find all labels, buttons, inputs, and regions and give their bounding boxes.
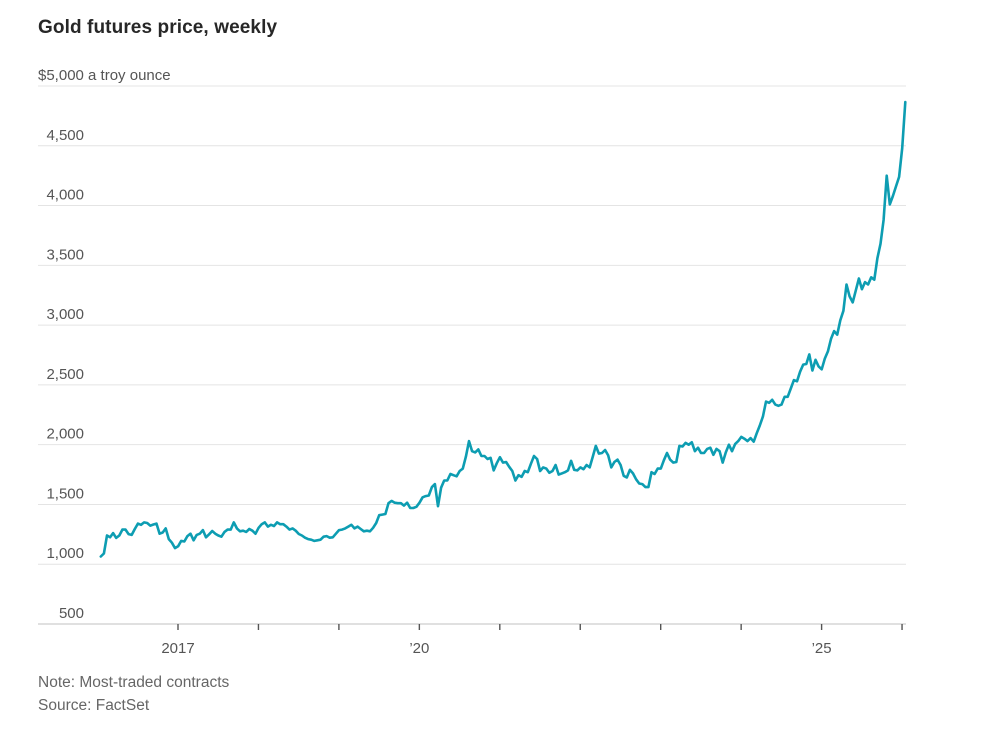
y-axis-label: 2,500 [46,366,84,383]
y-axis-label: 500 [59,605,84,622]
chart-title: Gold futures price, weekly [38,17,278,38]
y-axis-label: 4,000 [46,187,84,204]
y-axis-label: $5,000 a troy ounce [38,67,171,84]
y-axis-label: 4,500 [46,127,84,144]
gold-price-line [99,100,907,558]
chart-footnote: Note: Most-traded contracts Source: Fact… [38,671,229,717]
x-axis-label: ’20 [409,640,429,657]
x-axis-label: ’25 [812,640,832,657]
y-axis-label: 3,000 [46,306,84,323]
chart-note: Note: Most-traded contracts [38,674,230,691]
x-axis-label: 2017 [161,640,194,657]
y-axis-label: 3,500 [46,246,84,263]
y-axis-label: 1,500 [46,485,84,502]
y-axis-label: 1,000 [46,545,84,562]
chart-source: Source: FactSet [38,697,150,714]
y-axis-label: 2,000 [46,426,84,443]
